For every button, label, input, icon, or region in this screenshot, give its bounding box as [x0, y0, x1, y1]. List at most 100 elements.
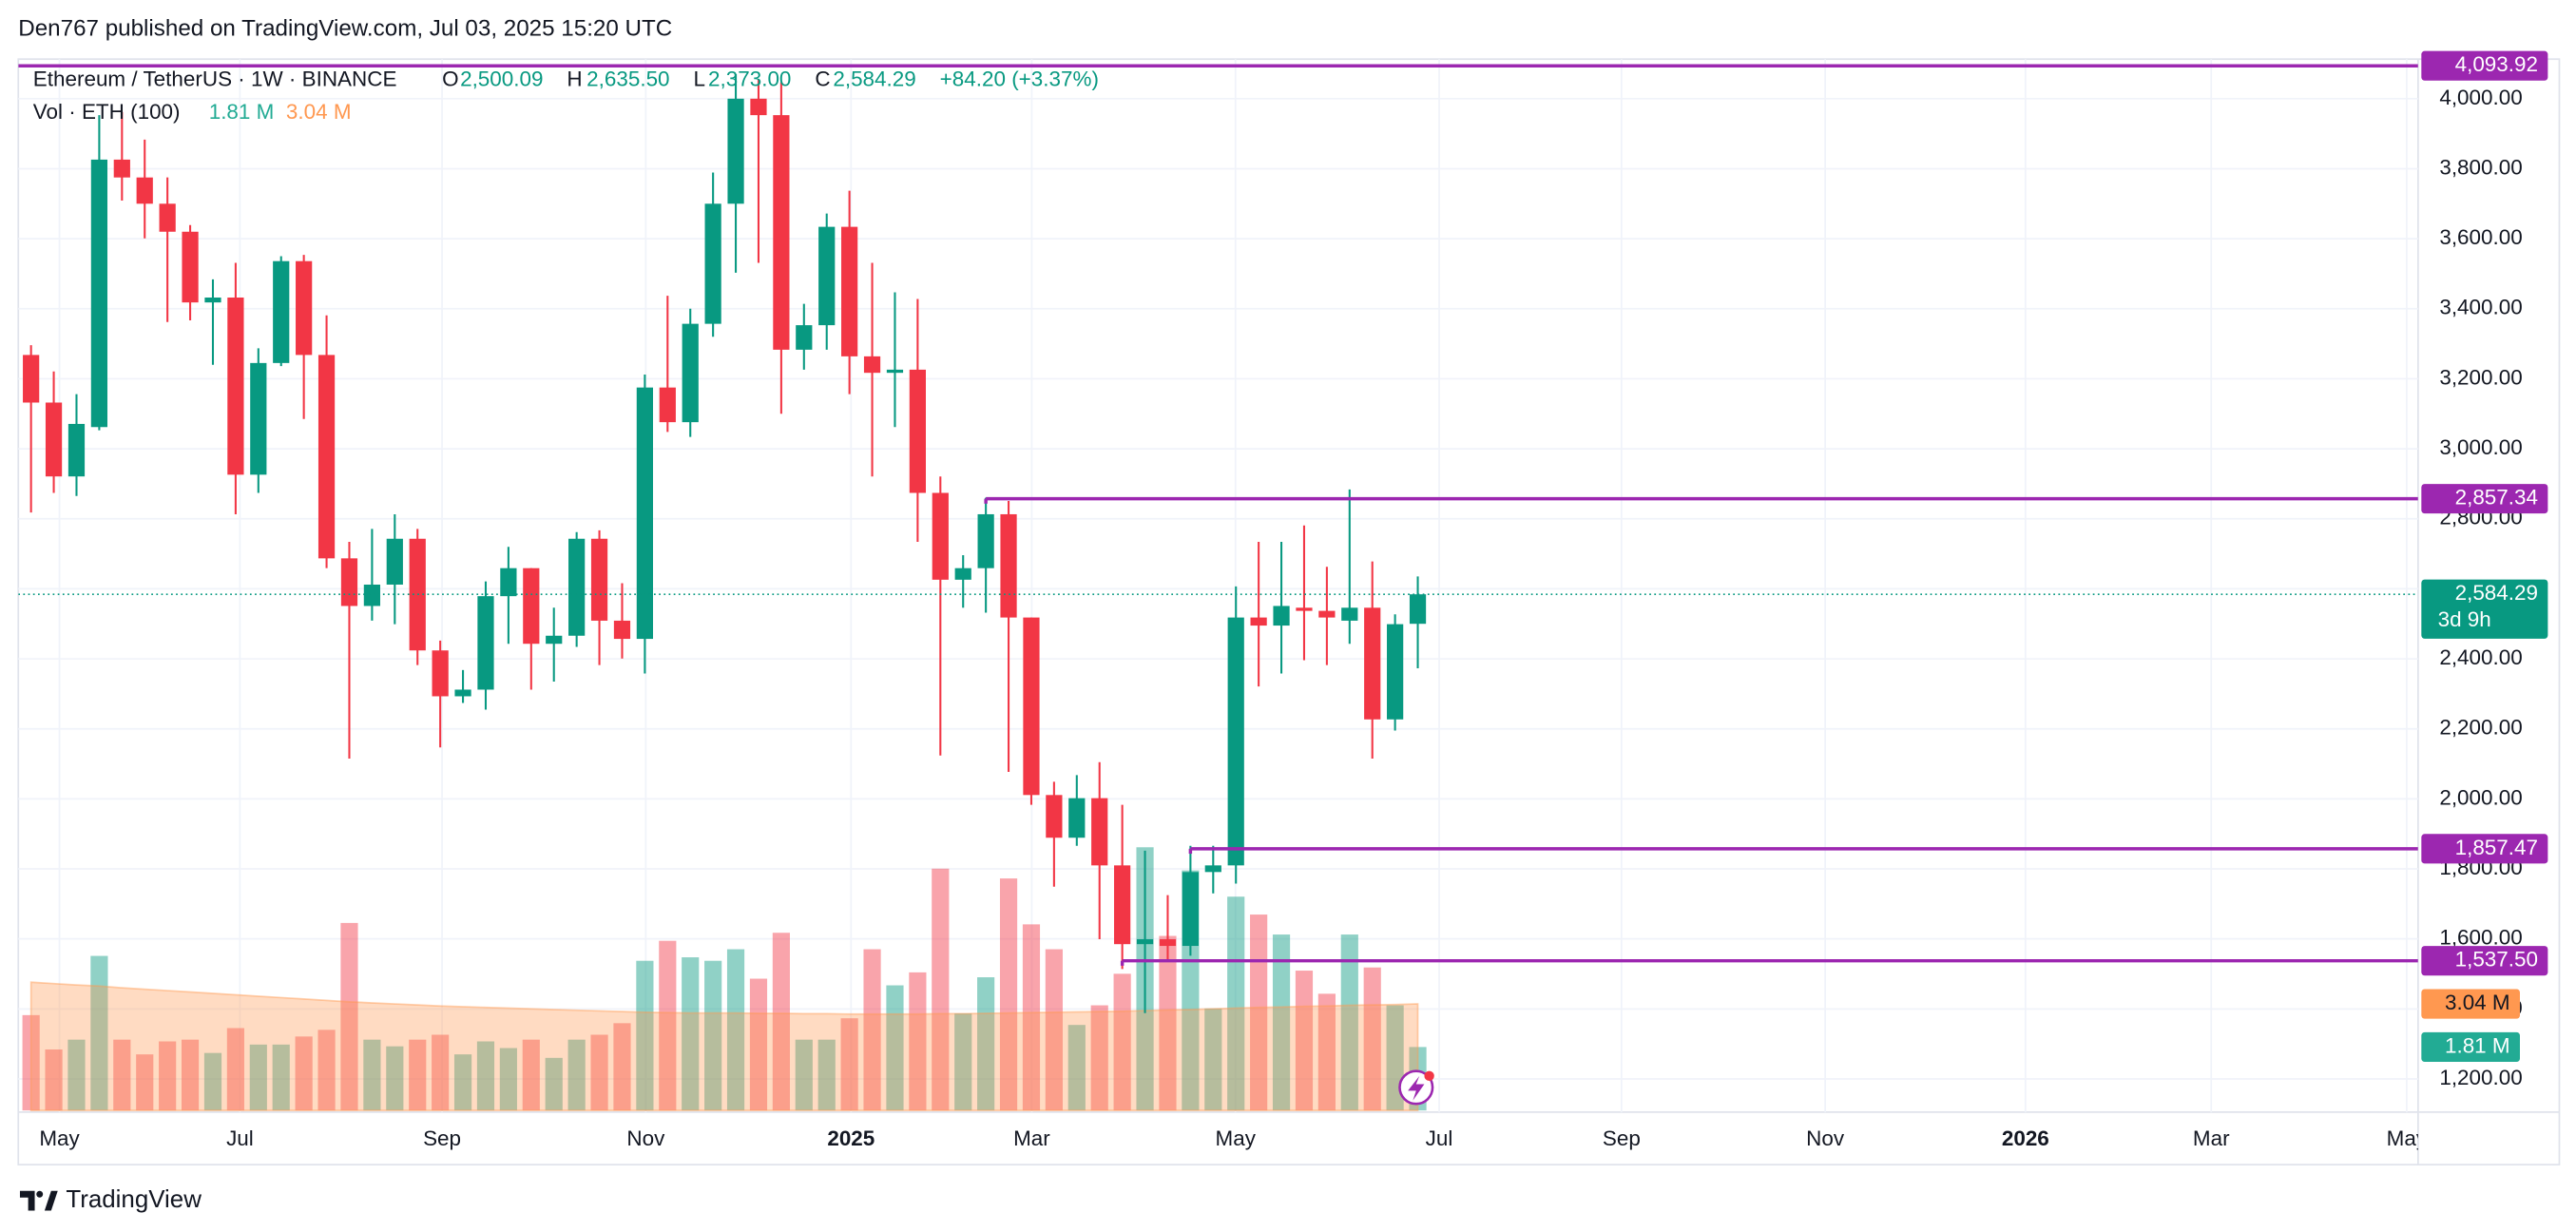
legend-key: H [567, 67, 582, 91]
volume-bar [1045, 949, 1063, 1111]
candle-body [113, 159, 130, 178]
volume-bar [476, 1041, 495, 1111]
volume-bar [1363, 967, 1381, 1111]
candle-body [727, 98, 744, 204]
candle-body [1341, 607, 1358, 621]
volume-bar [567, 1039, 586, 1111]
candle-body [1409, 594, 1427, 625]
x-tick-label: Jul [226, 1126, 254, 1150]
x-tick-label: Jul [1426, 1126, 1453, 1150]
level-tag [2421, 50, 2548, 81]
candle-body [23, 355, 40, 403]
y-tick-label: 1,200.00 [2439, 1066, 2522, 1089]
x-tick-label: Sep [1603, 1126, 1641, 1150]
candle-body [613, 620, 631, 640]
candle-body [1296, 607, 1313, 611]
volume-bar [545, 1057, 563, 1111]
candle-body [682, 323, 699, 423]
level-tag [2421, 946, 2548, 976]
volume-bar [1022, 924, 1041, 1111]
legend-value: 2,584.29 [833, 67, 915, 91]
volume-bar [659, 940, 677, 1111]
candle-body [477, 596, 494, 690]
volume-bar [682, 957, 700, 1111]
volume-bar [840, 1018, 858, 1111]
volume-ma-tag [2421, 989, 2520, 1019]
candle-body [1250, 617, 1267, 626]
volume-bar [317, 1030, 336, 1111]
candle-body [1023, 617, 1040, 796]
candle-body [45, 402, 63, 477]
candle-body [90, 159, 108, 428]
volume-bar [295, 1036, 313, 1111]
alert-icon-bolt [1408, 1075, 1425, 1101]
candle-body [386, 538, 403, 585]
candle-body [1091, 798, 1108, 866]
candle-body [454, 689, 471, 697]
volume-bar [45, 1049, 63, 1111]
volume-bar [22, 1014, 40, 1111]
footer-brand: TradingView [66, 1186, 202, 1213]
candle-body [1273, 606, 1290, 626]
legend-value: 2,635.50 [586, 67, 669, 91]
candle-body [1364, 607, 1381, 720]
time-axis: May Jul Sep Nov 2025 Mar May Jul Sep Nov 2026 Mar Ma… [39, 1126, 2428, 1150]
volume-bar [1090, 1005, 1108, 1111]
x-tick-label: May [1216, 1126, 1257, 1150]
volume-bar [932, 868, 950, 1111]
x-tick-label: Mar [2193, 1126, 2230, 1150]
x-tick-label: Sep [423, 1126, 461, 1150]
candle-body [863, 356, 881, 374]
volume-bar [226, 1028, 244, 1111]
level-tag-label: 1,857.47 [2455, 836, 2538, 859]
level-tag-label: 2,857.34 [2455, 486, 2538, 510]
price-tag-label: 2,584.29 [2455, 581, 2538, 605]
x-tick-label: May [2387, 1126, 2428, 1150]
candle-body [182, 231, 199, 303]
volume-ma-tag-label: 3.04 M [2445, 991, 2510, 1014]
candle-body [136, 177, 153, 204]
legend-change: +84.20 (+3.37%) [940, 67, 1099, 91]
y-tick-label: 3,200.00 [2439, 365, 2522, 389]
volume-bar [1250, 914, 1268, 1111]
level-tag-label: 1,537.50 [2455, 948, 2538, 972]
level-tag [2421, 484, 2548, 514]
volume-bar [203, 1052, 222, 1111]
candle-body [1387, 624, 1404, 720]
candle-body [500, 568, 517, 597]
volume-bar [795, 1039, 813, 1111]
candle-body [204, 298, 221, 303]
volume-ma-value: 3.04 M [286, 100, 352, 124]
volume-bar [909, 972, 927, 1111]
candle-body [590, 538, 608, 621]
candle-body [796, 325, 813, 350]
candle-body [636, 387, 653, 640]
candle-body [886, 369, 904, 374]
volume-tag [2421, 1031, 2520, 1062]
level-tag-label: 4,093.92 [2455, 52, 2538, 76]
volume-bar [954, 1013, 972, 1111]
volume-bar [1159, 935, 1177, 1111]
symbol: Ethereum / TetherUS · 1W · BINANCE [33, 67, 397, 91]
candle-body [773, 115, 790, 350]
alert-dot [1424, 1070, 1434, 1082]
candle-body [432, 650, 449, 697]
volume-bar [340, 922, 358, 1111]
y-tick-label: 3,800.00 [2439, 155, 2522, 179]
volume-title: Vol · ETH (100) [33, 100, 181, 124]
y-tick-label: 2,400.00 [2439, 645, 2522, 669]
candle-body [659, 387, 676, 423]
candle-body [1046, 795, 1063, 838]
y-tick-label: 2,000.00 [2439, 785, 2522, 809]
x-tick-label: 2026 [2002, 1126, 2049, 1150]
candle-body [568, 538, 586, 636]
x-tick-label: 2025 [827, 1126, 875, 1150]
candle-body [159, 203, 176, 232]
volume-bar [977, 977, 995, 1111]
volume-tag-label: 1.81 M [2445, 1033, 2510, 1057]
volume-bar [749, 978, 768, 1111]
volume-bar [409, 1039, 427, 1111]
volume-bar [1272, 934, 1291, 1111]
candle-body [1114, 865, 1131, 945]
